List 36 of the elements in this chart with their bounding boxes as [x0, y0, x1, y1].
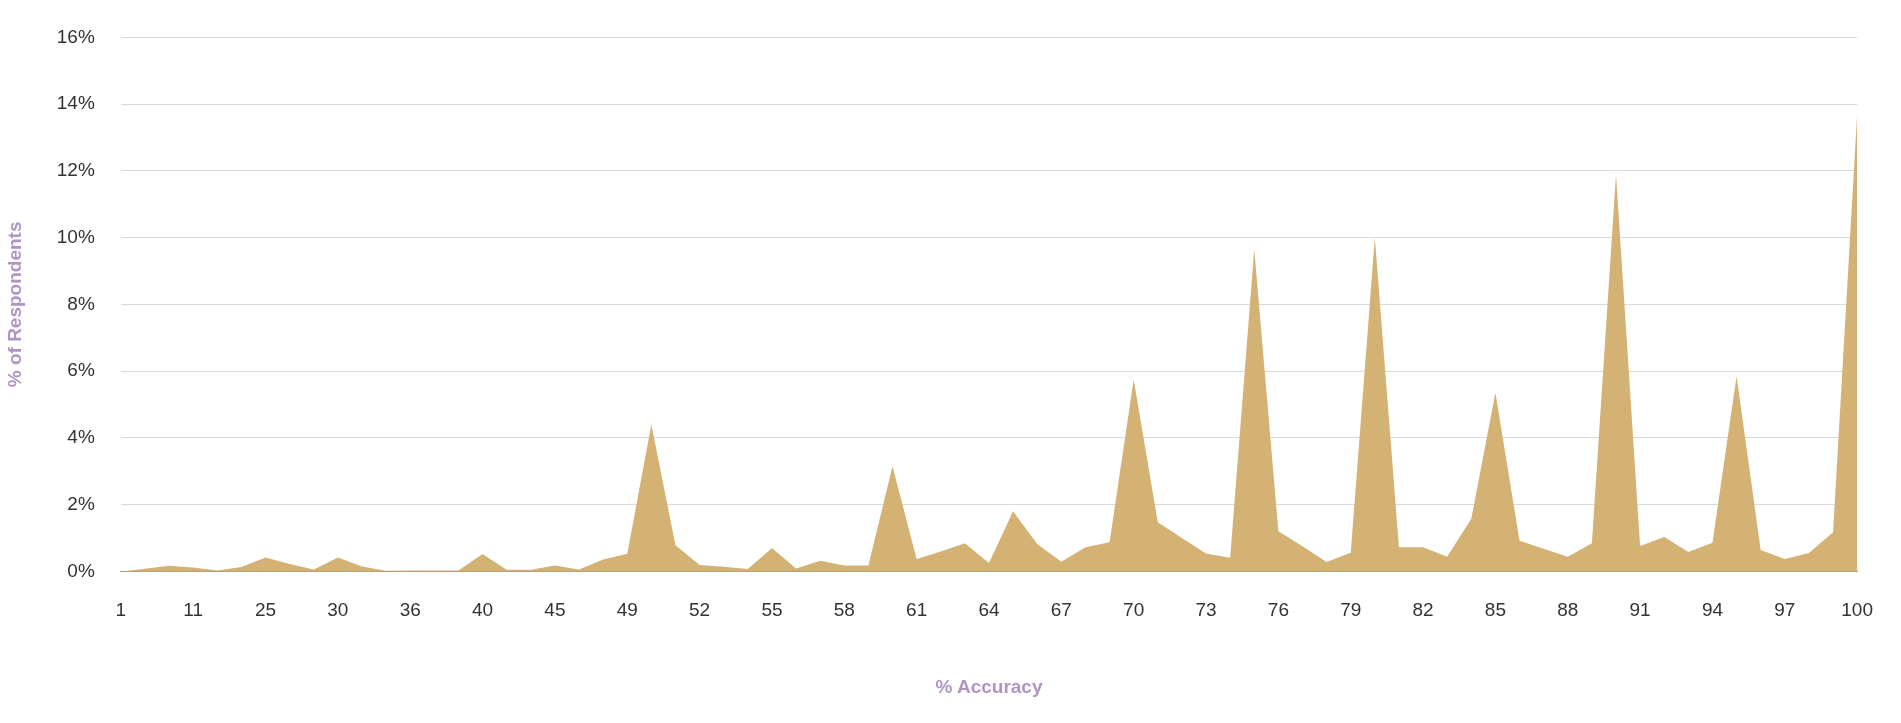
x-axis-title: % Accuracy	[935, 675, 1043, 697]
x-tick-label: 70	[1123, 599, 1145, 621]
x-tick-label: 73	[1195, 599, 1217, 621]
x-tick-label: 36	[399, 599, 421, 621]
x-tick-label: 55	[761, 599, 783, 621]
x-tick-label: 79	[1340, 599, 1362, 621]
x-tick-label: 61	[906, 599, 928, 621]
y-tick-label: 10%	[56, 225, 95, 247]
x-tick-label: 49	[616, 599, 638, 621]
x-tick-label: 52	[689, 599, 711, 621]
x-tick-label: 25	[254, 599, 277, 621]
x-tick-label: 30	[327, 599, 349, 621]
x-tick-label: 76	[1267, 599, 1289, 621]
y-tick-label: 8%	[67, 292, 95, 314]
x-tick-label: 45	[544, 599, 566, 621]
x-tick-label: 85	[1484, 599, 1506, 621]
y-tick-label: 4%	[67, 426, 95, 448]
x-tick-label: 88	[1557, 599, 1579, 621]
y-tick-label: 6%	[67, 359, 95, 381]
x-tick-label: 97	[1774, 599, 1796, 621]
y-axis-title: % of Respondents	[3, 221, 25, 388]
y-tick-label: 2%	[67, 492, 95, 514]
x-tick-label: 40	[471, 599, 494, 621]
y-tick-label: 0%	[67, 559, 95, 581]
x-tick-label: 11	[183, 599, 204, 621]
y-tick-label: 12%	[56, 159, 95, 181]
y-tick-label: 16%	[56, 25, 95, 47]
x-tick-label: 100	[1841, 599, 1873, 621]
y-tick-label: 14%	[56, 92, 95, 114]
x-tick-label: 82	[1412, 599, 1434, 621]
x-tick-label: 58	[833, 599, 855, 621]
x-tick-label: 94	[1701, 599, 1724, 621]
x-tick-label: 64	[978, 599, 1000, 621]
x-tick-label: 67	[1050, 599, 1072, 621]
x-tick-label: 91	[1629, 599, 1651, 621]
x-tick-label: 1	[115, 599, 127, 621]
